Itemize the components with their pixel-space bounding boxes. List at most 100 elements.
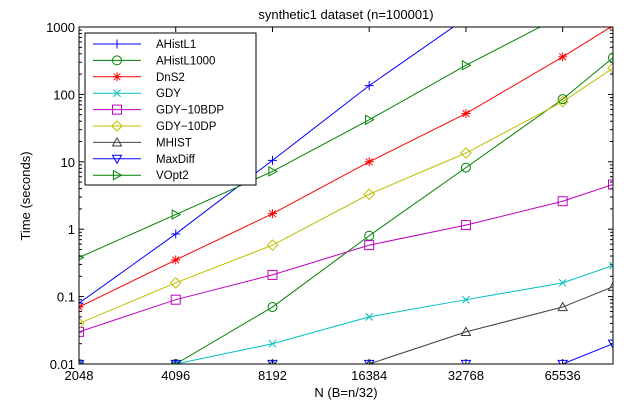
series-maxdiff [79, 339, 613, 364]
data-point [365, 312, 374, 321]
data-point [169, 276, 182, 289]
data-point [460, 326, 472, 336]
x-tick-label: 2048 [65, 368, 94, 383]
data-point [267, 359, 278, 364]
legend-marker [113, 89, 121, 98]
legend-marker [112, 169, 123, 181]
legend-marker [112, 72, 122, 82]
data-point [170, 359, 182, 364]
series-gdy-10bdp [79, 179, 613, 337]
legend-item-mhist: MHIST [93, 136, 192, 149]
y-tick-label: 0.1 [57, 290, 75, 305]
legend-label: GDY [156, 88, 181, 100]
legend-item-vopt2: VOpt2 [93, 169, 189, 182]
y-tick-label: 10 [61, 155, 75, 170]
x-tick-label: 8192 [258, 368, 287, 383]
legend-item-gdy: GDY [93, 88, 181, 100]
plot-frame [78, 26, 614, 365]
data-point [364, 240, 375, 251]
series-line [79, 57, 613, 364]
data-point [363, 359, 375, 364]
legend-label: GDY−10DP [156, 121, 217, 133]
data-point [268, 166, 278, 177]
legend-box [84, 32, 257, 186]
data-point [460, 220, 471, 231]
series-mhist [79, 281, 613, 364]
data-point [461, 14, 470, 23]
y-tick-label: 1 [68, 222, 75, 237]
series-line [79, 184, 613, 333]
legend-marker [112, 55, 122, 66]
legend-marker [111, 154, 123, 165]
data-point [266, 239, 279, 252]
data-point [607, 62, 613, 75]
x-axis-label: N (B=n/32) [314, 385, 377, 400]
legend-label: VOpt2 [156, 170, 189, 182]
data-point [267, 209, 277, 219]
data-point [557, 301, 569, 312]
data-point [557, 196, 568, 207]
data-point [171, 255, 181, 265]
legend-item-gdy-10dp: GDY−10DP [93, 120, 217, 133]
y-axis-label: Time (seconds) [18, 151, 33, 240]
series-line [79, 286, 613, 364]
data-point [79, 360, 83, 364]
data-point [268, 339, 277, 348]
legend-marker [112, 104, 122, 115]
y-tick-label: 100 [53, 87, 75, 102]
data-point [609, 261, 613, 270]
data-point [607, 339, 613, 350]
legend-label: MHIST [156, 137, 192, 149]
legend-item-gdy-10bdp: GDY−10BDP [93, 104, 224, 117]
legend-label: AHistL1 [156, 39, 196, 51]
x-tick-label: 65536 [545, 368, 581, 383]
series-vopt2 [79, 27, 547, 261]
data-point [267, 155, 277, 165]
legend-marker [111, 120, 123, 132]
legend-marker [111, 136, 123, 147]
y-tick-label: 1000 [46, 20, 75, 35]
legend-item-dns2: DnS2 [93, 72, 185, 84]
data-point [363, 188, 376, 201]
data-point [267, 269, 278, 280]
legend-item-ahistl1: AHistL1 [93, 39, 196, 51]
data-point [608, 179, 613, 190]
series-gdy-10dp [79, 62, 613, 330]
series-line [79, 27, 542, 258]
series-line [79, 343, 613, 364]
data-point [460, 162, 471, 173]
data-point [460, 147, 472, 159]
x-tick-label: 32768 [448, 368, 484, 383]
data-point [171, 360, 180, 364]
data-point [558, 278, 567, 287]
legend-marker [112, 39, 122, 49]
chart-title: synthetic1 dataset (n=100001) [258, 7, 433, 22]
data-point [267, 302, 278, 313]
y-tick-label: 0.01 [50, 357, 75, 372]
legend-item-maxdiff: MaxDiff [93, 154, 196, 166]
series-group [79, 14, 613, 364]
data-point [546, 27, 547, 28]
data-point [608, 52, 613, 63]
data-point [461, 59, 472, 71]
legend-label: MaxDiff [156, 154, 196, 166]
x-tick-label: 4096 [161, 368, 190, 383]
data-point [607, 281, 613, 291]
series-gdy [79, 261, 613, 364]
data-point [171, 209, 182, 220]
data-point [461, 109, 471, 119]
legend-item-ahistl1000: AHistL1000 [93, 55, 215, 67]
legend-label: GDY−10BDP [156, 105, 224, 117]
data-point [79, 317, 85, 330]
legend-label: AHistL1000 [156, 55, 215, 67]
tick-labels: 2048 4096 8192 16384 32768 65536 0.01 0.1 1 10 100… [46, 20, 581, 383]
data-point [79, 298, 84, 308]
data-point [364, 157, 374, 167]
data-point [79, 326, 84, 337]
data-point [170, 294, 181, 305]
x-tick-label: 16384 [351, 368, 387, 383]
data-point [556, 95, 569, 108]
data-point [171, 229, 181, 239]
data-point [557, 359, 569, 364]
legend: AHistL1 AHistL1000 DnS2 GDY GDY−10BDP GDY−10D… [84, 32, 257, 186]
